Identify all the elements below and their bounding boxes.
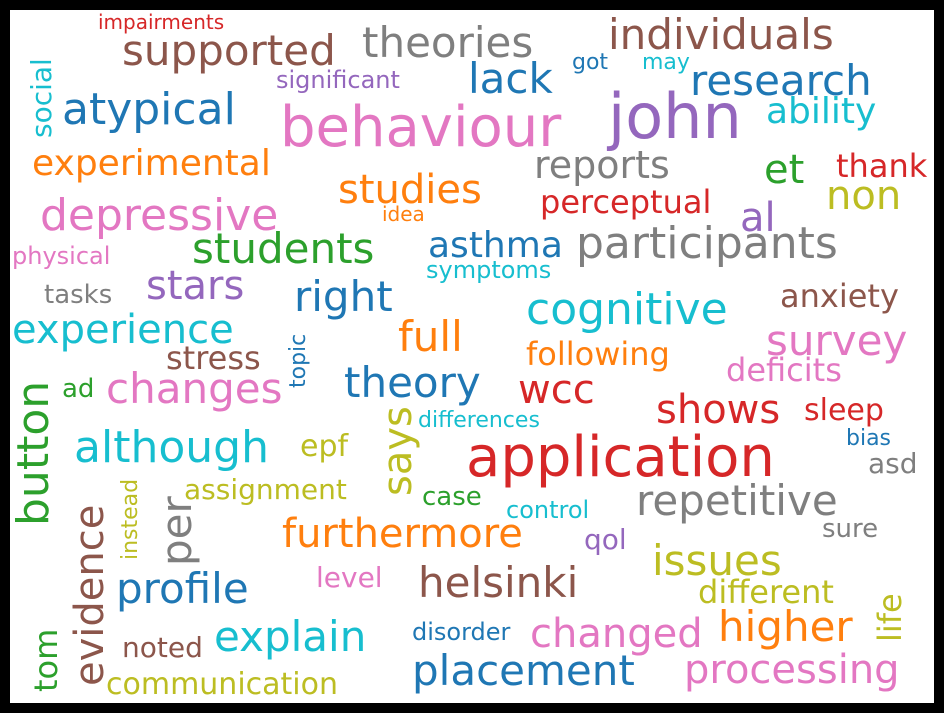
word-tom: tom [27,628,65,692]
word-disorder: disorder [412,618,511,646]
word-symptoms: symptoms [426,256,552,284]
word-et: et [764,147,805,193]
word-different: different [698,573,834,611]
word-changed: changed [530,611,703,657]
word-asd: asd [868,447,918,480]
word-cloud-canvas: impairments supported theories individuals s… [10,10,934,703]
word-idea: idea [382,202,425,226]
word-tasks: tasks [44,280,113,310]
word-wcc: wcc [518,367,595,413]
word-cognitive: cognitive [526,284,728,335]
word-impairments: impairments [98,10,225,34]
word-bias: bias [846,426,892,451]
word-shows: shows [656,387,781,433]
word-profile: profile [116,564,249,613]
word-differences: differences [418,408,540,433]
word-right: right [294,272,393,321]
word-full: full [398,312,463,361]
word-john: john [608,80,742,153]
word-may: may [642,50,690,75]
word-al: al [740,195,776,241]
word-processing: processing [684,647,900,693]
word-button: button [10,380,59,526]
word-following: following [526,335,670,373]
word-says: says [375,406,421,496]
word-ad: ad [62,374,95,404]
word-although: although [74,422,269,473]
word-helsinki: helsinki [418,558,579,607]
word-application: application [466,425,775,490]
word-individuals: individuals [608,10,834,59]
word-noted: noted [122,631,203,664]
word-got: got [572,50,609,75]
word-qol: qol [584,523,627,556]
word-furthermore: furthermore [282,511,523,557]
word-life: life [871,593,909,642]
word-supported: supported [122,26,336,75]
word-survey: survey [766,316,908,365]
word-significant: significant [276,66,400,94]
word-issues: issues [652,536,782,585]
word-social: social [25,58,58,138]
word-experience: experience [12,307,234,353]
word-evidence: evidence [67,504,113,686]
word-students: students [192,224,375,273]
word-studies: studies [338,167,482,213]
word-per: per [152,496,201,566]
word-epf: epf [300,429,349,464]
word-reports: reports [534,143,670,187]
word-research: research [690,56,872,105]
word-explain: explain [214,612,367,661]
word-placement: placement [412,646,635,695]
word-lack: lack [468,54,553,103]
word-experimental: experimental [32,143,271,184]
word-participants: participants [576,218,838,269]
word-thank: thank [836,147,928,185]
word-deficits: deficits [726,351,842,389]
word-topic: topic [286,333,311,388]
word-communication: communication [106,667,339,702]
word-control: control [506,496,590,524]
word-sure: sure [822,514,879,544]
word-case: case [422,482,482,512]
word-instead: instead [118,478,143,560]
word-repetitive: repetitive [636,476,838,525]
word-non: non [826,173,902,219]
word-stars: stars [146,263,245,309]
word-assignment: assignment [184,473,347,506]
word-behaviour: behaviour [280,95,562,160]
word-theories: theories [362,18,534,67]
word-depressive: depressive [40,190,279,241]
word-sleep: sleep [804,393,884,428]
word-physical: physical [12,242,111,270]
word-atypical: atypical [62,84,236,135]
word-changes: changes [106,364,283,413]
word-level: level [316,561,383,594]
word-stress: stress [166,339,261,377]
word-theory: theory [344,358,481,407]
word-asthma: asthma [428,225,563,266]
word-higher: higher [718,602,853,651]
word-perceptual: perceptual [540,183,712,221]
word-anxiety: anxiety [780,277,899,315]
word-ability: ability [766,91,877,132]
